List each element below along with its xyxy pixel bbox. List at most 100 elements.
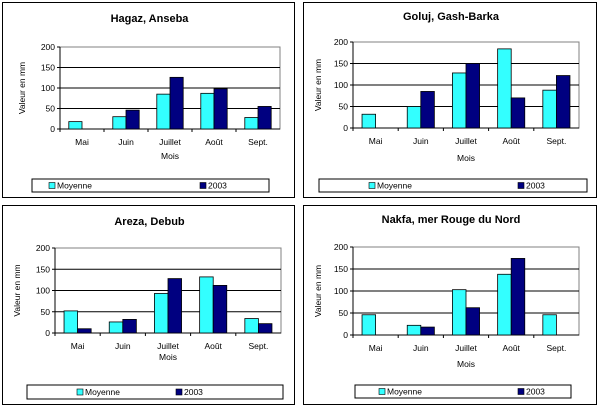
legend-label-moyenne: Moyenne [377, 181, 412, 191]
bar-moyenne-0 [68, 121, 83, 130]
legend-swatch-2003 [175, 388, 183, 396]
bar-moyenne-1 [112, 116, 127, 130]
bar-2003-2 [169, 76, 184, 130]
y-tick-label: 150 [334, 264, 348, 274]
bar-moyenne-4 [542, 89, 557, 129]
y-tick-label: 150 [334, 59, 348, 69]
y-axis-label: Valeur en mm [12, 264, 22, 316]
bar-2003-4 [257, 106, 272, 130]
bar-2003-3 [510, 258, 526, 336]
legend-swatch-moyenne [368, 182, 376, 189]
chart-panel-goluj: Goluj, Gash-Barka 0 50 100 150 200 Mai Juin Juil… [303, 2, 597, 198]
legend-swatch-moyenne [378, 388, 386, 395]
bar-moyenne-0 [361, 314, 377, 336]
chart-title: Areza, Debub [114, 216, 185, 228]
x-tick-label: Juin [118, 137, 134, 147]
x-tick-label: Juin [413, 136, 429, 146]
y-tick-label: 0 [343, 123, 348, 133]
bar-2003-1 [125, 109, 140, 130]
x-axis-label: Mois [457, 359, 475, 369]
y-tick-label: 50 [46, 104, 56, 114]
x-tick-label: Juillet [455, 343, 477, 353]
y-tick-label: 100 [334, 80, 348, 90]
bar-moyenne-4 [542, 314, 557, 336]
x-axis-label: Mois [161, 151, 179, 161]
bar-moyenne-1 [108, 321, 124, 334]
legend-label-moyenne: Moyenne [57, 181, 92, 191]
bar-moyenne-2 [156, 93, 171, 130]
x-tick-label: Juillet [455, 136, 477, 146]
bar-moyenne-0 [63, 310, 79, 334]
y-tick-label: 50 [339, 102, 349, 112]
bar-moyenne-0 [361, 113, 377, 129]
chart-panel-areza: Areza, Debub 0 50 100 150 200 Mai Juin Juillet Ao… [2, 205, 295, 405]
y-tick-label: 0 [45, 328, 50, 338]
bar-moyenne-3 [200, 92, 215, 130]
bar-moyenne-3 [199, 276, 214, 334]
x-tick-label: Juin [413, 343, 429, 353]
x-tick-label: Juin [115, 341, 131, 351]
y-tick-label: 100 [334, 286, 348, 296]
chart-panel-hagaz: Hagaz, Anseba 0 50 100 150 200 Mai Juin Juillet A… [2, 2, 295, 198]
y-tick-label: 0 [343, 330, 348, 340]
y-axis-label: Valeur en mm [313, 59, 323, 111]
bar-moyenne-1 [406, 324, 422, 336]
x-tick-label: Août [502, 136, 520, 146]
bar-2003-3 [213, 88, 228, 130]
y-axis-label: Valeur en mm [313, 265, 323, 317]
chart-svg: Areza, Debub 0 50 100 150 200 Mai Juin Juillet Ao… [12, 216, 284, 400]
legend-swatch-moyenne [76, 388, 84, 396]
y-tick-label: 200 [41, 42, 55, 52]
bar-2003-1 [122, 319, 137, 334]
legend-label-2003: 2003 [526, 387, 545, 397]
x-tick-label: Juillet [157, 341, 179, 351]
x-tick-label: Sept. [546, 343, 566, 353]
x-tick-label: Sept. [248, 341, 268, 351]
legend: Moyenne 2003 [26, 384, 284, 400]
y-tick-label: 100 [36, 286, 50, 296]
y-tick-label: 200 [36, 243, 50, 253]
bar-2003-4 [555, 75, 571, 129]
chart-panel-nakfa: Nakfa, mer Rouge du Nord 0 50 100 150 200 Mai J… [303, 205, 597, 405]
y-tick-label: 150 [36, 264, 50, 274]
chart-svg: Hagaz, Anseba 0 50 100 150 200 Mai Juin Juillet A… [17, 13, 281, 193]
legend-label-2003: 2003 [526, 181, 545, 191]
y-tick-label: 100 [41, 83, 55, 93]
bar-moyenne-2 [452, 72, 467, 129]
x-axis-label: Mois [159, 352, 177, 362]
y-tick-label: 50 [41, 307, 51, 317]
x-tick-label: Mai [71, 341, 85, 351]
bar-2003-4 [257, 323, 273, 334]
legend-box [31, 178, 270, 193]
chart-title: Goluj, Gash-Barka [403, 11, 500, 23]
x-tick-label: Juillet [159, 137, 181, 147]
bar-moyenne-1 [406, 106, 422, 129]
chart-title: Nakfa, mer Rouge du Nord [382, 214, 521, 226]
legend-swatch-2003 [517, 182, 525, 189]
x-axis-label: Mois [457, 153, 475, 163]
legend-box [318, 178, 588, 193]
chart-svg: Goluj, Gash-Barka 0 50 100 150 200 Mai Juin Juil… [313, 11, 588, 193]
x-tick-label: Sept. [546, 136, 566, 146]
chart-title: Hagaz, Anseba [111, 13, 190, 25]
bar-moyenne-3 [497, 48, 512, 129]
y-tick-label: 200 [334, 37, 348, 47]
legend: Moyenne 2003 [31, 178, 270, 193]
legend-swatch-2003 [199, 182, 207, 189]
bar-2003-3 [510, 97, 526, 129]
chart-svg: Nakfa, mer Rouge du Nord 0 50 100 150 200 Mai J… [313, 214, 580, 399]
bar-2003-2 [465, 63, 480, 129]
legend-box [354, 384, 572, 399]
x-tick-label: Mai [75, 137, 89, 147]
bar-moyenne-2 [154, 293, 169, 334]
x-tick-label: Août [204, 341, 222, 351]
legend-label-2003: 2003 [208, 181, 227, 191]
legend-swatch-moyenne [48, 182, 56, 189]
bar-2003-3 [212, 285, 228, 334]
bar-moyenne-4 [244, 318, 259, 334]
bar-2003-2 [465, 307, 480, 336]
bar-moyenne-2 [452, 289, 467, 336]
bar-moyenne-3 [497, 273, 512, 336]
legend-label-moyenne: Moyenne [85, 387, 120, 397]
legend: Moyenne 2003 [318, 178, 588, 193]
